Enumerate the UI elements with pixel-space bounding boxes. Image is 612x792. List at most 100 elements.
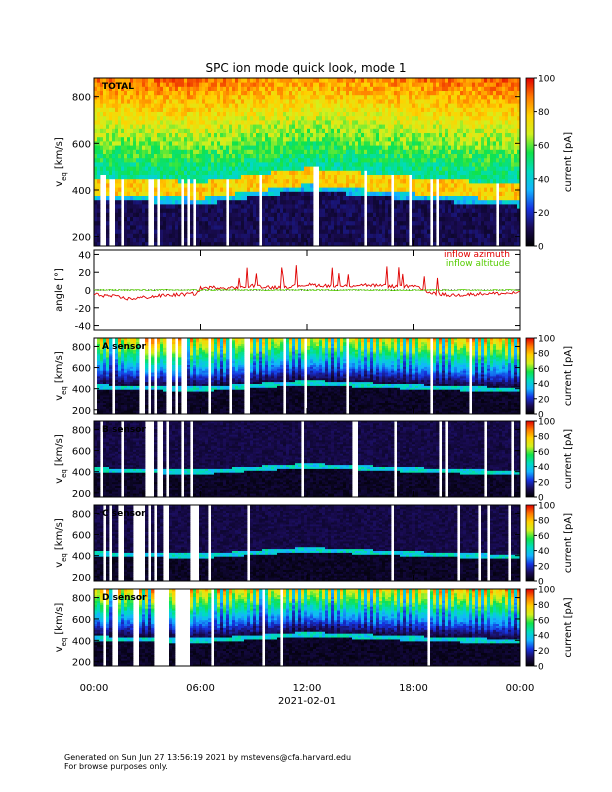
colorbar [525,77,535,247]
colorbar-label: current [pA] [563,429,574,489]
colorbar-label: current [pA] [563,346,574,406]
colorbar-label: current [pA] [563,597,574,657]
panel-sensor-b: 200 400 600 800 veq[km/s] B sensor 0 20 40 60 80 10… [54,418,574,504]
footer: Generated on Sun Jun 27 13:56:19 2021 by… [64,753,351,771]
y-tick-label: 200 [72,233,91,244]
y-tick-label: 800 [72,425,91,436]
y-axis-label: veq[km/s] [54,137,68,187]
colorbar-tick-label: 100 [538,335,555,345]
colorbar-tick-label: 80 [538,350,550,360]
x-axis-date-label: 2021-02-01 [278,696,336,707]
heatmap-cells [94,505,521,582]
colorbar-tick-label: 60 [538,142,550,152]
panel-label: A sensor [102,342,147,352]
footer-line-2: For browse purposes only. [64,762,351,771]
panels: 200400600800veq[km/s]TOTAL020406080100cu… [54,75,574,673]
colorbar-tick-label: 100 [538,75,555,85]
y-axis-label: veq[km/s] [54,603,68,653]
colorbar-tick-label: 20 [538,478,550,488]
legend-inflow-azimuth: inflow azimuth [444,250,510,260]
heatmap-cells [94,589,521,667]
y-tick-label: -20 [75,304,91,315]
legend-inflow-altitude: inflow altitude [446,259,511,269]
x-tick-label: 18:00 [399,683,428,694]
colorbar-label: current [pA] [563,132,574,192]
panel-label: D sensor [102,593,147,603]
colorbar-tick-label: 80 [538,601,550,611]
series-line-inflow-azimuth [93,265,521,301]
panel-label: C sensor [102,509,146,519]
heatmap-cells [94,78,521,247]
colorbar [525,588,535,667]
colorbar-tick-label: 0 [538,663,544,673]
panel-sensor-c: 200 400 600 800 veq[km/s] C sensor 0 20 40 60 80 10… [54,502,574,588]
y-tick-label: 600 [72,139,91,150]
y-tick-label: 600 [72,447,91,458]
panel-angle: -40 -20 0 20 40 angle [°] inflow azimuthinflow… [54,249,521,333]
y-axis-label: veq[km/s] [54,518,68,568]
colorbar-tick-label: 40 [538,547,550,557]
y-tick-label: 400 [72,385,91,396]
colorbar-tick-label: 80 [538,108,550,118]
colorbar-tick-label: 40 [538,632,550,642]
colorbar-tick-label: 20 [538,647,550,657]
colorbar [525,420,535,498]
y-tick-label: 200 [72,658,91,669]
y-tick-label: 800 [72,509,91,520]
colorbar-tick-label: 80 [538,517,550,527]
colorbar-tick-label: 20 [538,209,550,219]
x-tick-label: 00:00 [80,683,109,694]
colorbar-tick-label: 40 [538,380,550,390]
colorbar-tick-label: 0 [538,494,544,504]
panel-sensor-a: 200 400 600 800 veq[km/s] A sensor 0 20 40 60 80 10… [54,335,574,421]
colorbar-tick-label: 40 [538,175,550,185]
colorbar-label: current [pA] [563,513,574,573]
y-tick-label: 800 [72,342,91,353]
y-tick-label: 0 [85,286,91,297]
colorbar-tick-label: 100 [538,418,555,428]
y-axis-label: veq[km/s] [54,434,68,484]
y-tick-label: 400 [72,186,91,197]
colorbar [525,504,535,582]
x-tick-label: 06:00 [186,683,215,694]
colorbar-tick-label: 20 [538,562,550,572]
y-tick-label: 400 [72,636,91,647]
y-tick-label: 200 [72,406,91,417]
y-tick-label: 400 [72,552,91,563]
colorbar-tick-label: 100 [538,586,555,596]
y-tick-label: -40 [75,322,91,333]
heatmap-cells [97,338,521,415]
colorbar-tick-label: 40 [538,463,550,473]
x-axis: 00:00 06:00 12:00 18:00 00:00 2021-02-01 [80,683,535,707]
x-tick-label: 12:00 [293,683,322,694]
colorbar-tick-label: 100 [538,502,555,512]
y-axis-label: angle [°] [54,268,65,312]
colorbar-tick-label: 60 [538,616,550,626]
y-axis-label: veq[km/s] [54,351,68,401]
panel-total: 200 400 600 800 veq[km/s] TOTAL 0 20 40 60 80 100 cu… [54,75,574,253]
colorbar-tick-label: 80 [538,433,550,443]
colorbar-tick-label: 60 [538,365,550,375]
footer-line-1: Generated on Sun Jun 27 13:56:19 2021 by… [64,753,351,762]
y-tick-label: 600 [72,364,91,375]
y-tick-label: 800 [72,594,91,605]
panel-label: B sensor [102,425,146,435]
series-line-inflow-altitude [93,288,521,292]
colorbar [525,337,535,415]
y-tick-label: 400 [72,468,91,479]
y-tick-label: 200 [72,573,91,584]
x-tick-label: 00:00 [506,683,535,694]
colorbar-tick-label: 0 [538,411,544,421]
panel-sensor-d: 200 400 600 800 veq[km/s] D sensor 0 20 40 60 80 10… [54,586,574,673]
y-tick-label: 200 [72,489,91,500]
colorbar-tick-label: 0 [538,243,544,253]
panel-label: TOTAL [102,82,134,92]
colorbar-tick-label: 60 [538,532,550,542]
colorbar-tick-label: 60 [538,448,550,458]
figure-title: SPC ion mode quick look, mode 1 [206,61,407,75]
y-tick-label: 600 [72,615,91,626]
colorbar-tick-label: 0 [538,578,544,588]
y-tick-label: 40 [78,250,91,261]
colorbar-tick-label: 20 [538,395,550,405]
